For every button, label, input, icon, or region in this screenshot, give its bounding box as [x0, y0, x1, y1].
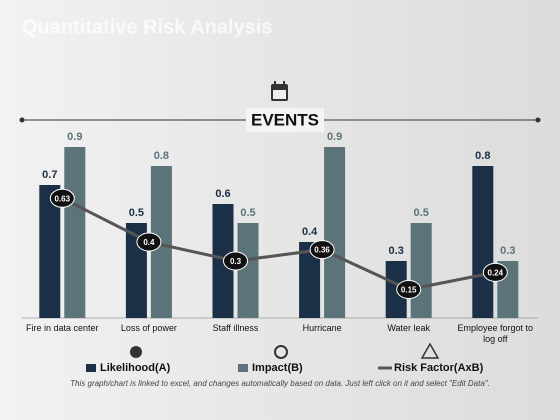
value-label: 0.3 — [389, 245, 404, 257]
bar — [410, 223, 432, 318]
marker — [482, 262, 508, 282]
value-label: 0.9 — [67, 131, 82, 143]
value-label: 0.3 — [230, 257, 242, 266]
marker — [136, 232, 162, 252]
line — [61, 196, 496, 292]
x-tick-label: Loss of power — [120, 323, 177, 333]
value-label: 0.6 — [215, 188, 230, 200]
bar — [237, 223, 259, 318]
bar — [472, 166, 494, 318]
value-label: 0.7 — [42, 169, 57, 181]
value-label: 0.15 — [401, 286, 417, 295]
bar — [324, 147, 346, 318]
marker — [49, 188, 75, 208]
marker — [309, 240, 335, 260]
legend-icons — [130, 342, 440, 359]
marker — [223, 251, 248, 271]
marker — [396, 280, 422, 299]
x-tick-label: Water leak — [387, 323, 431, 333]
divider-dot — [19, 117, 25, 123]
legend-swatch — [238, 364, 248, 372]
value-label: 0.24 — [488, 269, 504, 278]
x-tick-label: Staff illness — [212, 323, 259, 333]
value-label: 0.5 — [414, 207, 429, 219]
legend-label: Likelihood(A) — [100, 362, 171, 374]
value-label: 0.36 — [314, 246, 330, 255]
bar — [299, 242, 321, 318]
value-label: 0.63 — [55, 194, 71, 203]
x-tick-label: Fire in data center — [26, 323, 99, 333]
value-label: 0.5 — [240, 207, 255, 219]
events-box — [246, 108, 324, 132]
legend-label: Risk Factor(AxB) — [394, 362, 484, 374]
value-label: 0.4 — [143, 238, 155, 247]
divider-dot — [535, 117, 541, 123]
footnote: This graph/chart is linked to excel, and… — [70, 379, 490, 388]
calendar-icon — [271, 81, 288, 101]
bar — [39, 185, 61, 318]
legend-label: Impact(B) — [252, 362, 303, 374]
value-label: 0.9 — [327, 131, 342, 143]
value-label: 0.8 — [154, 150, 169, 162]
value-label: 0.4 — [302, 226, 318, 238]
x-tick-label: Hurricane — [302, 323, 342, 333]
events-heading: EVENTS — [251, 110, 319, 129]
value-label: 0.8 — [475, 150, 490, 162]
bar — [64, 147, 86, 318]
chart-title: Quantitative Risk Analysis — [22, 16, 272, 38]
value-label: 0.5 — [129, 207, 144, 219]
legend-swatch — [86, 364, 96, 372]
value-label: 0.3 — [500, 245, 515, 257]
x-tick-label: Employee forgot to log off — [457, 323, 534, 344]
